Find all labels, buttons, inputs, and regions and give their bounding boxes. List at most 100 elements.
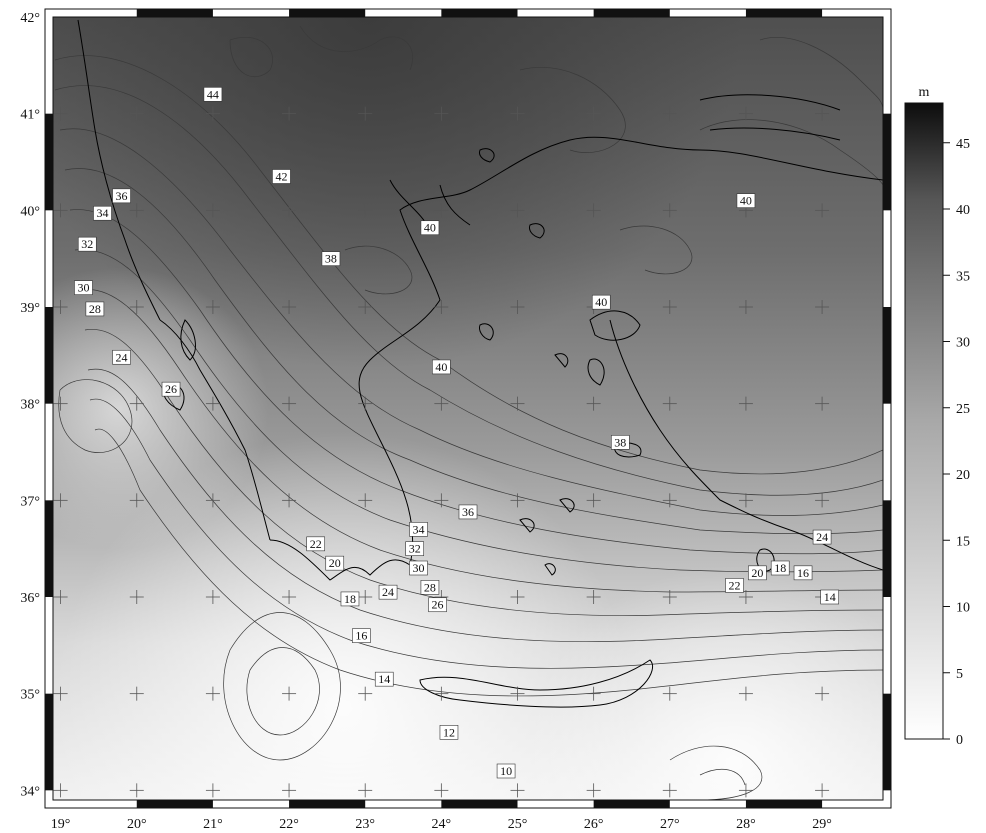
contour-label: 22 [725,578,744,593]
svg-text:22: 22 [310,537,322,551]
svg-text:30: 30 [413,561,425,575]
contour-label: 10 [496,763,516,779]
colorbar-tick-label: 35 [956,269,970,284]
contour-label: 28 [420,580,440,595]
lat-tick-label: 36° [20,591,40,606]
contour-label: 34 [93,205,112,221]
contour-label: 38 [610,435,630,450]
svg-text:14: 14 [824,590,836,604]
contour-label: 32 [405,541,424,556]
colorbar-ticks: 0 5 10 15 20 25 30 35 40 45 [943,137,970,748]
svg-text:38: 38 [614,435,626,449]
svg-text:34: 34 [96,206,108,220]
frame-bar [883,113,891,211]
svg-text:44: 44 [207,87,219,101]
contour-label: 22 [306,536,326,552]
colorbar-tick-label: 45 [956,137,970,152]
lon-tick-label: 22° [279,817,299,832]
frame-bar [593,800,670,808]
svg-text:36: 36 [462,505,474,519]
frame-bar [136,800,213,808]
contour-label: 24 [112,349,131,365]
contour-label: 28 [85,301,105,317]
colorbar-tick-label: 20 [956,468,970,483]
frame-bar [883,500,891,597]
contour-label: 14 [374,671,394,687]
contour-label: 40 [420,220,440,236]
lon-tick-label: 21° [203,817,223,832]
svg-text:18: 18 [344,592,356,606]
svg-text:40: 40 [435,360,447,374]
contour-label: 18 [340,591,360,607]
contour-label: 42 [272,169,291,184]
contour-label: 16 [793,565,813,581]
lat-tick-label: 37° [20,494,40,509]
contour-label: 40 [432,359,451,375]
svg-text:36: 36 [116,189,128,203]
contour-label: 30 [409,560,428,576]
svg-text:12: 12 [443,725,455,739]
contour-label: 30 [74,280,93,295]
colorbar-tick-label: 10 [956,601,970,616]
frame-bar [45,500,53,597]
svg-text:24: 24 [816,530,828,544]
lon-tick-label: 25° [508,817,528,832]
colorbar-tick-label: 30 [956,336,970,351]
svg-text:28: 28 [89,302,101,316]
contour-label: 40 [591,294,611,310]
contour-label: 36 [112,188,131,204]
contour-label: 40 [736,193,756,208]
lat-tick-label: 34° [20,784,40,799]
colorbar-ramp [904,102,944,740]
frame-bar [45,693,53,791]
svg-text:42: 42 [275,170,287,184]
contour-label: 26 [161,381,181,397]
frame-bar [45,113,53,211]
lon-tick-label: 23° [355,817,375,832]
contour-label: 44 [203,87,223,102]
frame-bar [45,307,53,404]
contour-label: 32 [77,236,97,252]
lon-tick-label: 26° [584,817,604,832]
lat-tick-label: 42° [20,11,40,26]
contour-labels: 4442404038404038363432302824263634323028… [74,87,839,779]
lat-tick-label: 39° [20,301,40,316]
frame-bar [289,800,366,808]
lat-tick-label: 38° [20,398,40,413]
svg-text:32: 32 [81,237,93,251]
lon-tick-label: 24° [432,817,452,832]
contour-label: 20 [748,565,767,581]
longitude-tick-labels: 19° 20° 21° 22° 23° 24° 25° 26° 27° 28° 29° [51,817,832,832]
svg-text:18: 18 [774,561,786,575]
contour-label: 12 [439,725,459,740]
lon-tick-label: 29° [812,817,832,832]
svg-text:28: 28 [424,580,436,594]
contour-label: 26 [428,597,447,613]
frame-bar [136,9,213,17]
lon-tick-label: 27° [660,817,680,832]
lat-tick-label: 41° [20,108,40,123]
svg-text:16: 16 [355,629,367,643]
frame-bar [441,800,518,808]
latitude-tick-labels: 42° 41° 40° 39° 38° 37° 36° 35° 34° [20,11,40,799]
contour-label: 24 [378,584,398,600]
graticule-crosses [53,106,830,798]
svg-text:34: 34 [413,522,425,536]
colorbar: m 0 5 10 15 20 25 30 35 40 45 [904,85,970,748]
colorbar-unit-label: m [919,85,930,100]
frame-bar [745,800,823,808]
svg-text:30: 30 [77,281,89,295]
lat-tick-label: 35° [20,688,40,703]
contour-label: 14 [820,589,839,605]
frame-checker-bars [45,9,891,808]
svg-text:24: 24 [382,585,394,599]
svg-text:40: 40 [595,295,607,309]
contour-label: 18 [770,560,790,576]
svg-text:10: 10 [500,764,512,778]
colorbar-tick-label: 15 [956,534,970,549]
frame-bar [745,9,823,17]
lat-tick-label: 40° [20,204,40,219]
frame-bar [441,9,518,17]
contour-label: 36 [458,504,478,520]
